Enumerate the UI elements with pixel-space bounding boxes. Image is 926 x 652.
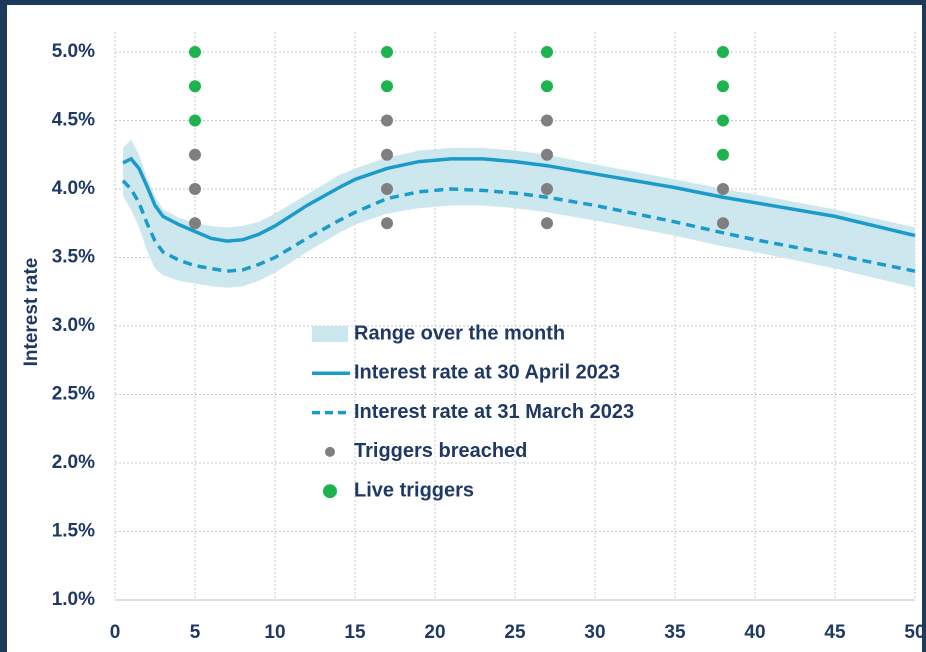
trigger-dot	[541, 80, 553, 93]
trigger-dot	[189, 183, 201, 195]
trigger-dot	[541, 183, 553, 195]
y-tick-label: 5.0%	[52, 41, 95, 62]
legend-label: Range over the month	[354, 322, 565, 344]
legend-swatch	[323, 484, 337, 499]
trigger-dot	[381, 217, 393, 230]
trigger-dot	[541, 148, 553, 161]
background	[7, 5, 922, 652]
trigger-dot	[381, 46, 393, 58]
trigger-dot	[189, 217, 201, 230]
x-tick-label: 35	[664, 622, 686, 643]
trigger-dot	[541, 217, 553, 230]
y-tick-label: 2.0%	[52, 452, 95, 473]
trigger-dot	[717, 80, 729, 93]
x-tick-label: 0	[110, 622, 121, 643]
trigger-dot	[189, 46, 201, 58]
x-tick-label: 30	[584, 622, 605, 643]
x-tick-label: 40	[744, 622, 765, 643]
x-tick-label: 50	[904, 622, 925, 643]
trigger-dot	[717, 217, 729, 230]
trigger-dot	[717, 148, 729, 161]
x-tick-label: 25	[504, 622, 526, 643]
trigger-dot	[717, 46, 729, 58]
trigger-dot	[541, 46, 553, 58]
legend-label: Triggers breached	[354, 440, 527, 462]
legend-swatch	[325, 446, 335, 457]
x-tick-label: 45	[824, 622, 846, 643]
range-band	[123, 139, 915, 288]
line	[121, 179, 916, 273]
x-tick-label: 15	[344, 622, 366, 643]
trigger-dot	[189, 114, 201, 127]
x-tick-label: 10	[264, 622, 285, 643]
legend-label: Interest rate at 31 March 2023	[354, 401, 634, 423]
trigger-dot	[189, 80, 201, 93]
y-tick-label: 4.5%	[52, 110, 95, 131]
x-tick-label: 5	[190, 622, 201, 643]
trigger-dot	[381, 114, 393, 127]
trigger-dot	[717, 183, 729, 195]
y-axis-label: Interest rate	[21, 258, 42, 367]
trigger-dot	[381, 80, 393, 93]
y-tick-label: 3.5%	[52, 247, 95, 268]
trigger-dot	[381, 148, 393, 161]
y-tick-label: 2.5%	[52, 384, 95, 405]
legend-swatch	[312, 326, 348, 342]
y-tick-label: 3.0%	[52, 315, 95, 336]
y-tick-label: 1.0%	[52, 589, 95, 610]
y-tick-label: 4.0%	[52, 178, 95, 199]
x-tick-label: 20	[424, 622, 445, 643]
trigger-dot	[717, 114, 729, 127]
y-tick-label: 1.5%	[52, 521, 95, 542]
legend-label: Live triggers	[354, 479, 474, 501]
legend-label: Interest rate at 30 April 2023	[354, 362, 620, 384]
trigger-dot	[381, 183, 393, 195]
trigger-dot	[541, 114, 553, 127]
line	[122, 156, 916, 243]
trigger-dot	[189, 148, 201, 161]
